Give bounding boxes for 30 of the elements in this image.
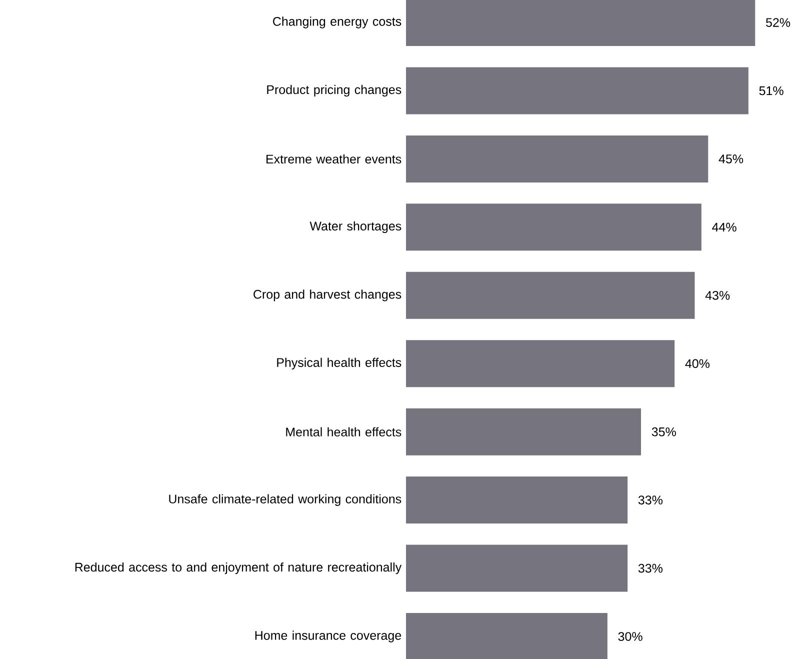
data-label: 44%	[712, 222, 736, 232]
data-label: 43%	[705, 290, 730, 300]
data-label: 33%	[638, 496, 663, 504]
y-tick-label: Unsafe climate-related working conditions	[169, 494, 402, 506]
data-label: 40%	[685, 359, 710, 368]
data-label: 45%	[718, 154, 744, 164]
data-label: 33%	[638, 564, 663, 573]
bar	[406, 408, 641, 456]
data-label: 52%	[766, 18, 790, 27]
data-label: 51%	[759, 86, 784, 96]
data-label: 35%	[652, 427, 676, 436]
bar	[406, 67, 748, 114]
bar	[406, 544, 628, 592]
y-tick-label: Product pricing changes	[267, 84, 402, 97]
data-label: 30%	[618, 632, 642, 641]
y-tick-label: Mental health effects	[286, 427, 402, 436]
bar	[406, 204, 702, 251]
bar	[406, 340, 675, 388]
bar	[406, 135, 708, 182]
y-tick-label: Physical health effects	[277, 358, 402, 370]
y-tick-label: Home insurance coverage	[255, 630, 402, 642]
y-tick-label: Crop and harvest changes	[254, 290, 402, 302]
bar	[406, 612, 608, 659]
y-tick-label: Changing energy costs	[273, 16, 402, 28]
y-tick-label: Reduced access to and enjoyment of nature recreationally	[75, 562, 402, 574]
y-tick-label: Water shortages	[310, 221, 402, 233]
y-tick-label: Extreme weather events	[266, 154, 402, 164]
bar	[406, 272, 695, 319]
bar	[406, 476, 628, 524]
bar	[406, 0, 756, 46]
